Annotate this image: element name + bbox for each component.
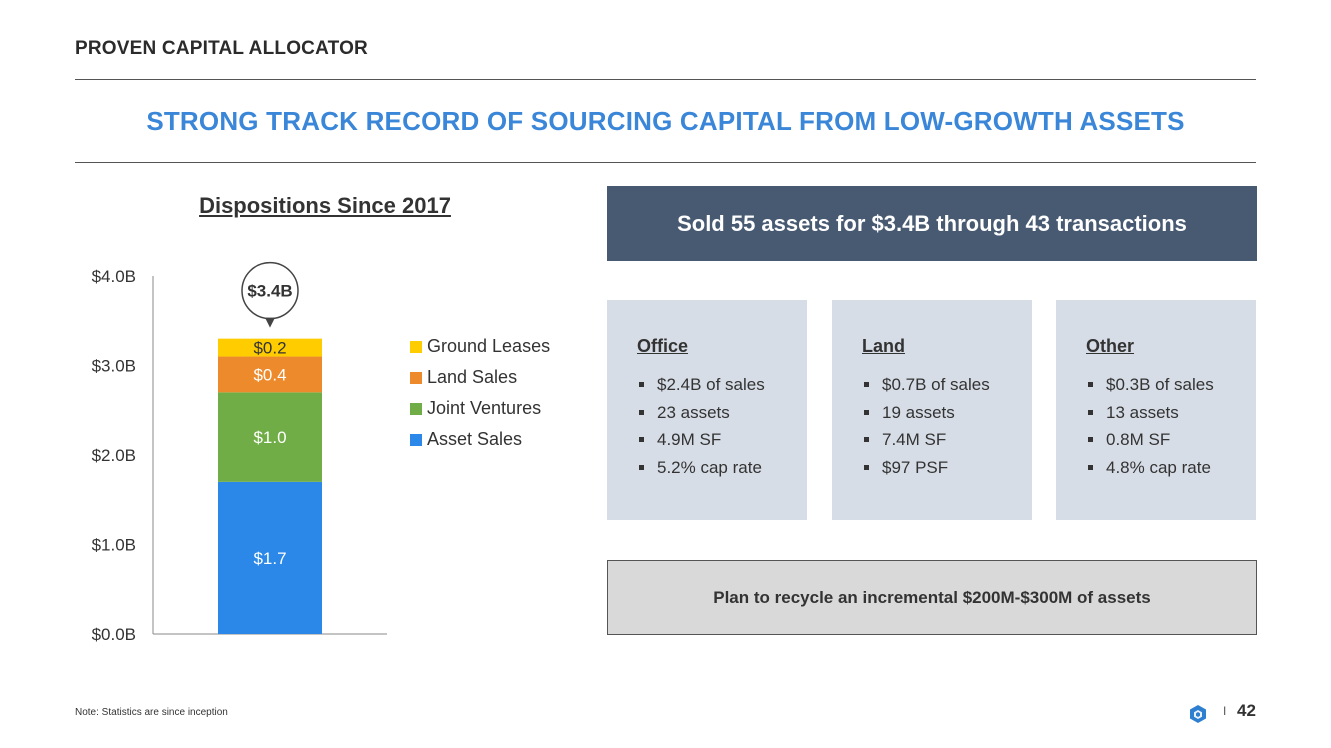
bar-segment bbox=[218, 338, 322, 357]
card-item: $97 PSF bbox=[862, 454, 1032, 482]
total-label: $3.4B bbox=[247, 282, 292, 301]
legend-swatch bbox=[410, 341, 422, 353]
summary-banner: Sold 55 assets for $3.4B through 43 tran… bbox=[607, 186, 1257, 261]
card-item: 13 assets bbox=[1086, 399, 1256, 427]
legend-label: Ground Leases bbox=[427, 336, 550, 356]
top-divider bbox=[75, 79, 1256, 80]
bar-segment bbox=[218, 392, 322, 482]
y-tick-label: $4.0B bbox=[92, 267, 136, 286]
y-tick-label: $1.0B bbox=[92, 536, 136, 555]
office-card: Office $2.4B of sales 23 assets 4.9M SF … bbox=[607, 300, 807, 520]
headline: STRONG TRACK RECORD OF SOURCING CAPITAL … bbox=[146, 106, 1185, 136]
card-item: $0.3B of sales bbox=[1086, 371, 1256, 399]
card-title: Office bbox=[637, 336, 689, 356]
legend-swatch bbox=[410, 434, 422, 446]
callout-pointer bbox=[265, 317, 275, 328]
footnote: Note: Statistics are since inception bbox=[75, 707, 228, 718]
card-item: 4.9M SF bbox=[637, 426, 807, 454]
bar-data-label: $0.4 bbox=[253, 365, 286, 384]
section-label: PROVEN CAPITAL ALLOCATOR bbox=[75, 38, 368, 59]
legend-label: Asset Sales bbox=[427, 429, 522, 449]
chart-title: Dispositions Since 2017 bbox=[199, 193, 451, 218]
card-item: $0.7B of sales bbox=[862, 371, 1032, 399]
plan-callout: Plan to recycle an incremental $200M-$30… bbox=[607, 560, 1257, 635]
land-card: Land $0.7B of sales 19 assets 7.4M SF $9… bbox=[832, 300, 1032, 520]
bar-data-label: $1.7 bbox=[253, 549, 286, 568]
company-logo-icon bbox=[1190, 705, 1206, 723]
card-item: 0.8M SF bbox=[1086, 426, 1256, 454]
bar-segment bbox=[218, 356, 322, 393]
legend-swatch bbox=[410, 403, 422, 415]
legend-swatch bbox=[410, 372, 422, 384]
card-item: $2.4B of sales bbox=[637, 371, 807, 399]
card-item: 23 assets bbox=[637, 399, 807, 427]
legend-label: Land Sales bbox=[427, 367, 517, 387]
bar-data-label: $0.2 bbox=[253, 339, 286, 358]
card-title: Other bbox=[1086, 336, 1135, 356]
card-item: 7.4M SF bbox=[862, 426, 1032, 454]
card-item: 5.2% cap rate bbox=[637, 454, 807, 482]
page-number: 42 bbox=[1237, 701, 1256, 720]
card-item: 4.8% cap rate bbox=[1086, 454, 1256, 482]
card-item: 19 assets bbox=[862, 399, 1032, 427]
y-tick-label: $2.0B bbox=[92, 446, 136, 465]
legend-label: Joint Ventures bbox=[427, 398, 541, 418]
y-tick-label: $3.0B bbox=[92, 357, 136, 376]
dispositions-chart: $0.0B $1.0B $2.0B $3.0B $4.0B $1.7 $1.0 $0.4 $0.… bbox=[92, 261, 550, 644]
page-separator: I bbox=[1223, 704, 1227, 718]
headline-divider bbox=[75, 162, 1256, 163]
bar-data-label: $1.0 bbox=[253, 428, 286, 447]
other-card: Other $0.3B of sales 13 assets 0.8M SF 4… bbox=[1056, 300, 1256, 520]
bar-segment bbox=[218, 481, 322, 634]
card-title: Land bbox=[862, 336, 905, 356]
y-tick-label: $0.0B bbox=[92, 625, 136, 644]
